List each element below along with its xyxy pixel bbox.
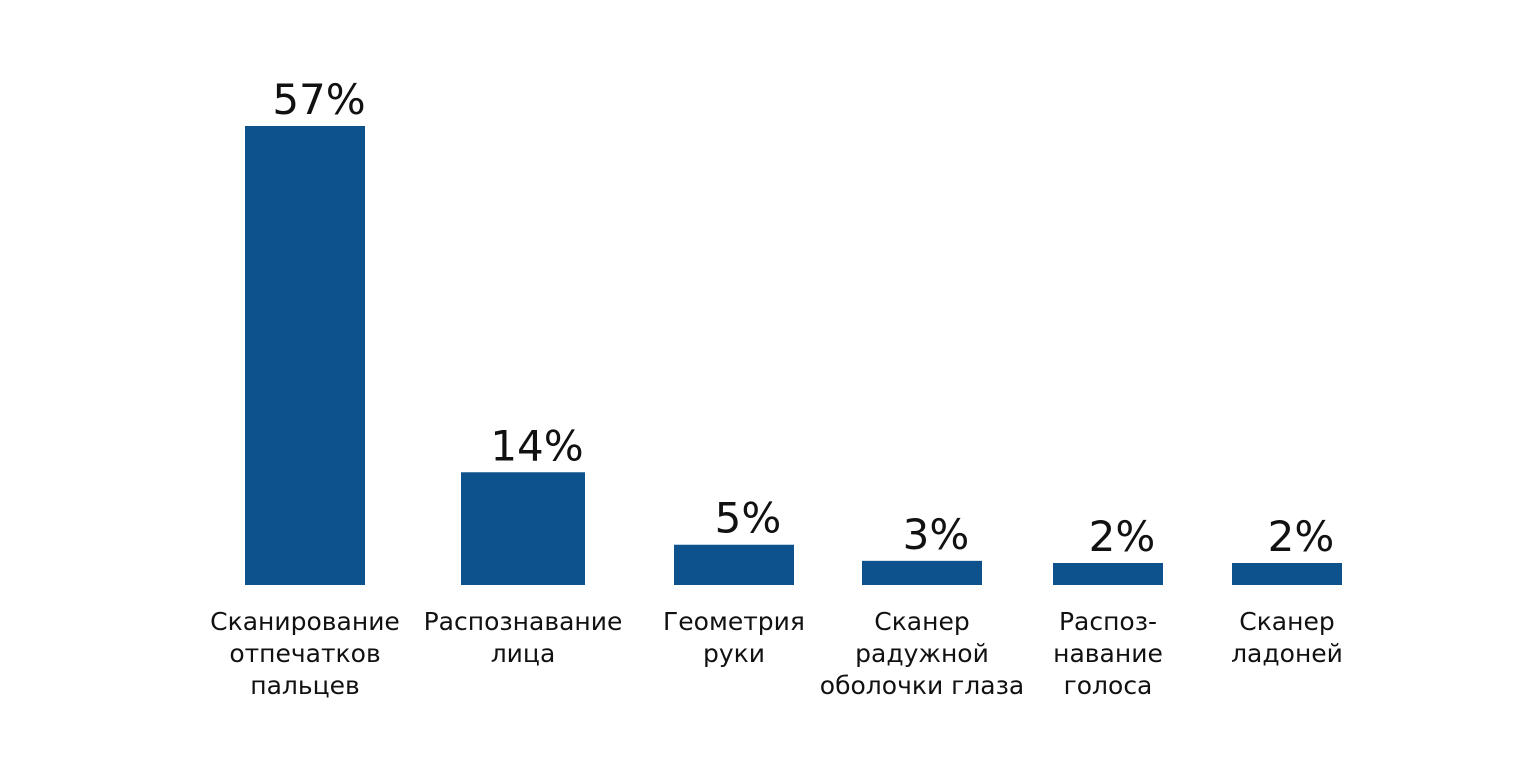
value-label-4: 2% bbox=[1089, 512, 1156, 561]
category-label-line: отпечатков bbox=[229, 639, 380, 668]
category-label-1: Распознавание лица bbox=[424, 607, 623, 668]
bar-2 bbox=[674, 544, 794, 585]
category-label-line: пальцев bbox=[250, 671, 360, 700]
category-label-line: Распознавание bbox=[424, 607, 623, 636]
category-label-line: ладоней bbox=[1231, 639, 1343, 668]
category-label-line: навание bbox=[1053, 639, 1163, 668]
bar-5 bbox=[1232, 563, 1342, 585]
category-label-line: оболочки глаза bbox=[820, 671, 1024, 700]
category-label-4: Распоз-навание голоса bbox=[1053, 607, 1163, 700]
value-label-3: 3% bbox=[903, 510, 970, 559]
category-label-line: руки bbox=[703, 639, 765, 668]
category-label-line: Сканер bbox=[874, 607, 969, 636]
bar-4 bbox=[1053, 563, 1163, 585]
category-labels-group: Сканирование отпечатков пальцев Распознаван… bbox=[210, 607, 1343, 700]
category-label-line: Сканирование bbox=[210, 607, 400, 636]
value-label-2: 5% bbox=[715, 494, 782, 543]
value-label-1: 14% bbox=[490, 421, 583, 470]
category-label-line: лица bbox=[491, 639, 556, 668]
category-label-line: радужной bbox=[855, 639, 989, 668]
category-label-line: Сканер bbox=[1239, 607, 1334, 636]
bars-group bbox=[245, 126, 1342, 585]
bar-1 bbox=[461, 472, 585, 585]
value-label-0: 57% bbox=[272, 75, 365, 124]
bar-3 bbox=[862, 560, 982, 585]
category-label-0: Сканирование отпечатков пальцев bbox=[210, 607, 400, 700]
category-label-2: Геометрия руки bbox=[663, 607, 805, 668]
value-labels-group: 57% 14% 5% 3% 2% 2% bbox=[272, 75, 1334, 561]
category-label-line: голоса bbox=[1064, 671, 1153, 700]
category-label-line: Распоз- bbox=[1059, 607, 1157, 636]
category-label-5: Сканер ладоней bbox=[1231, 607, 1343, 668]
bar-0 bbox=[245, 126, 365, 585]
value-label-5: 2% bbox=[1268, 512, 1335, 561]
category-label-3: Сканер радужной оболочки глаза bbox=[820, 607, 1024, 700]
category-label-line: Геометрия bbox=[663, 607, 805, 636]
